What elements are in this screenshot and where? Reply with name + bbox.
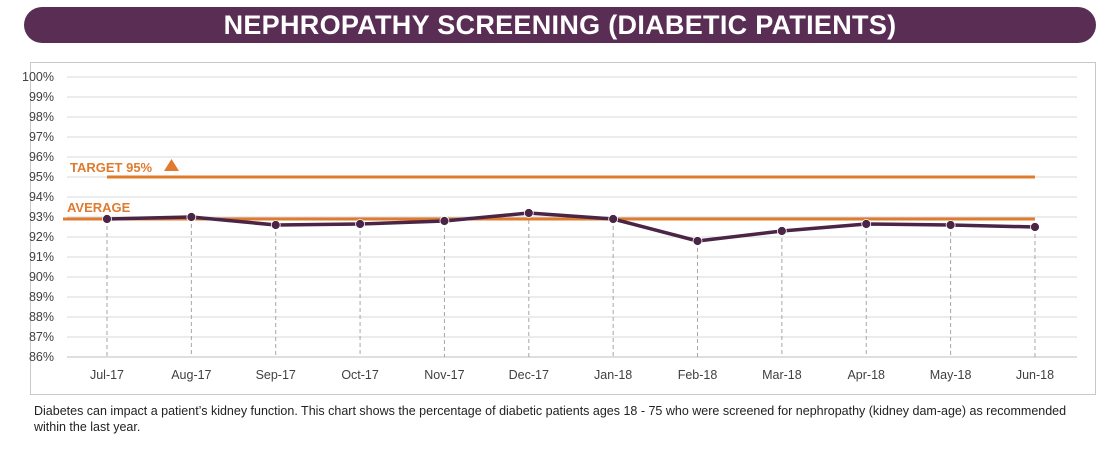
y-tick-label: 100% xyxy=(22,70,54,84)
x-tick-label: Mar-18 xyxy=(762,368,802,382)
data-point xyxy=(355,219,365,229)
y-tick-label: 95% xyxy=(29,170,54,184)
x-tick-label: Jan-18 xyxy=(594,368,632,382)
chart-frame xyxy=(30,62,1096,395)
y-tick-label: 92% xyxy=(29,230,54,244)
data-point xyxy=(102,214,112,224)
x-tick-label: Dec-17 xyxy=(509,368,549,382)
y-tick-label: 99% xyxy=(29,90,54,104)
data-point xyxy=(692,236,703,246)
data-point xyxy=(861,219,872,229)
y-tick-label: 90% xyxy=(29,270,54,284)
y-tick-label: 93% xyxy=(29,210,54,224)
data-point xyxy=(439,216,450,226)
y-tick-label: 97% xyxy=(29,130,54,144)
y-tick-label: 89% xyxy=(29,290,54,304)
y-tick-label: 91% xyxy=(29,250,54,264)
data-point xyxy=(945,220,956,230)
chart-caption: Diabetes can impact a patient’s kidney f… xyxy=(34,404,1067,434)
y-tick-label: 88% xyxy=(29,310,54,324)
x-tick-label: Apr-18 xyxy=(847,368,885,382)
x-tick-label: Aug-17 xyxy=(171,368,211,382)
data-point xyxy=(608,214,619,224)
y-tick-label: 96% xyxy=(29,150,54,164)
y-tick-label: 94% xyxy=(29,190,54,204)
x-tick-label: Oct-17 xyxy=(341,368,379,382)
x-tick-label: Sep-17 xyxy=(256,368,296,382)
y-tick-label: 86% xyxy=(29,350,54,364)
series-line xyxy=(105,211,1037,243)
data-point xyxy=(776,226,787,236)
data-point xyxy=(186,212,197,222)
title-banner: NEPHROPATHY SCREENING (DIABETIC PATIENTS… xyxy=(24,7,1096,43)
target-triangle-icon xyxy=(164,159,179,171)
data-point xyxy=(270,220,281,230)
data-point xyxy=(523,208,534,218)
data-point xyxy=(1030,222,1040,232)
target-label: TARGET 95% xyxy=(70,160,153,175)
y-tick-label: 98% xyxy=(29,110,54,124)
chart-plot: 86% 87% 88% 89% 90% 91% 92% 93% 94% 95% 96% 97% 98% 9… xyxy=(22,70,1077,382)
chart-title: NEPHROPATHY SCREENING (DIABETIC PATIENTS… xyxy=(223,9,897,40)
x-tick-label: Jun-18 xyxy=(1016,368,1054,382)
x-tick-label: Nov-17 xyxy=(424,368,464,382)
x-tick-label: May-18 xyxy=(930,368,972,382)
x-tick-label: Feb-18 xyxy=(678,368,718,382)
y-tick-label: 87% xyxy=(29,330,54,344)
average-label: AVERAGE xyxy=(67,200,131,215)
x-tick-label: Jul-17 xyxy=(90,368,124,382)
